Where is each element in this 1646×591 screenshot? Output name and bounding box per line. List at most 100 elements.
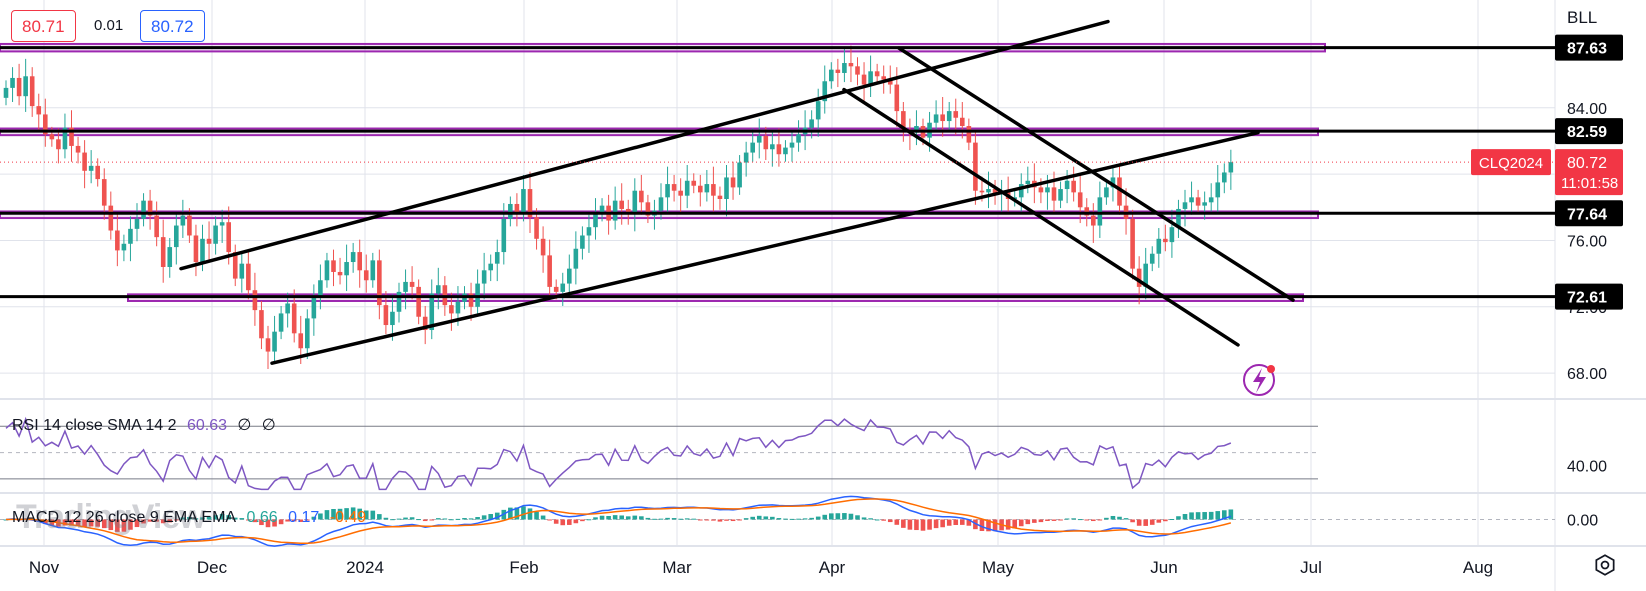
candle-body (436, 285, 441, 294)
macd-histogram-bar (540, 515, 546, 520)
macd-histogram-bar (586, 519, 592, 521)
macd-histogram-bar (436, 518, 441, 520)
candle-body (645, 202, 651, 216)
candle-body (756, 135, 762, 143)
macd-histogram-bar (1005, 519, 1011, 530)
macd-histogram-bar (704, 519, 710, 521)
candle-body (488, 263, 493, 271)
macd-histogram-bar (809, 517, 814, 520)
candle-body (946, 111, 952, 122)
macd-histogram-bar (246, 519, 251, 521)
candle-body (1058, 189, 1063, 201)
macd-histogram-bar (907, 519, 913, 530)
candle-body (796, 134, 801, 143)
candle-body (573, 248, 579, 269)
macd-histogram-bar (691, 518, 697, 520)
macd-histogram-bar (874, 519, 880, 521)
macd-histogram-bar (842, 513, 847, 520)
candle-body (154, 215, 159, 238)
macd-histogram-bar (979, 519, 985, 531)
candle-body (318, 280, 323, 297)
candle-body (29, 76, 35, 107)
candle-body (842, 63, 847, 73)
ask-price-box[interactable]: 80.72 (140, 10, 205, 42)
macd-histogram-bar (1104, 517, 1109, 520)
macd-histogram-bar (449, 519, 454, 521)
candle-body (1215, 182, 1221, 198)
candle-body (763, 135, 769, 150)
lightning-alert-icon (1243, 364, 1275, 396)
candle-body (540, 238, 546, 256)
bid-price-box[interactable]: 80.71 (11, 10, 76, 42)
macd-histogram-bar (115, 519, 120, 532)
macd-histogram-bar (1018, 519, 1024, 527)
rsi-legend-value: 60.63 (186, 417, 228, 434)
candle-body (737, 162, 742, 188)
symbol-tag: CLQ2024 (1479, 155, 1543, 172)
macd-histogram-bar (743, 518, 749, 520)
rsi-legend[interactable]: RSI 14 close SMA 14 2 60.63 ∅ ∅ (12, 415, 282, 435)
lightning-bolt-icon (1253, 368, 1266, 393)
macd-histogram-bar (1189, 512, 1194, 520)
macd-histogram-bar (737, 519, 742, 521)
candle-body (1130, 218, 1135, 269)
macd-histogram-bar (1058, 519, 1063, 521)
macd-histogram-bar (252, 519, 258, 523)
macd-histogram-bar (259, 519, 264, 526)
candle-body (1084, 207, 1090, 216)
time-axis-label-dec: Dec (197, 558, 228, 577)
candle-body (246, 263, 251, 291)
macd-histogram-bar (1163, 519, 1168, 522)
macd-histogram-bar (783, 518, 788, 520)
macd-histogram-bar (154, 519, 159, 522)
settings-gear-icon[interactable] (1592, 552, 1618, 578)
macd-histogram-bar (1202, 512, 1207, 520)
candle-body (455, 301, 461, 314)
macd-histogram-bar (1130, 519, 1135, 523)
level-tag-bg (1555, 118, 1623, 145)
candle-body (750, 142, 755, 153)
rsi-legend-extra-2: ∅ (261, 417, 276, 434)
macd-histogram-bar (69, 519, 74, 526)
macd-histogram-bar (1091, 519, 1096, 522)
macd-histogram-bar (488, 514, 493, 520)
macd-histogram-bar (167, 519, 173, 523)
candle-body (887, 79, 893, 85)
macd-histogram-bar (344, 508, 349, 520)
candle-body (422, 316, 428, 331)
trend-line-3 (842, 87, 1240, 347)
macd-legend[interactable]: MACD 12 26 close 9 EMA EMA 0.66 0.17 -0.… (12, 509, 372, 527)
macd-histogram-bar (1117, 516, 1122, 520)
candle-body (23, 76, 28, 97)
macd-legend-macd: 0.17 (288, 509, 320, 526)
macd-histogram-bar (305, 519, 310, 521)
candle-body (49, 134, 55, 140)
rsi-line (5, 416, 1232, 491)
candle-body (1156, 238, 1162, 254)
trend-line-0 (179, 19, 1110, 271)
candle-body (1222, 172, 1227, 183)
macd-histogram-bar (730, 519, 736, 522)
candle-body (43, 114, 48, 135)
candle-body (174, 225, 179, 248)
macd-histogram-bar (147, 519, 153, 522)
scale-mode-label[interactable]: BLL (1567, 8, 1598, 27)
macd-histogram-bar (3, 519, 9, 521)
macd-histogram-bar (370, 510, 376, 520)
price-axis-label: 68.00 (1567, 366, 1607, 383)
macd-histogram-bar (232, 517, 238, 520)
candle-body (101, 179, 107, 206)
candle-body (147, 200, 153, 216)
macd-histogram-bar (711, 519, 716, 521)
candle-body (914, 126, 919, 133)
macd-histogram-bar (311, 516, 317, 520)
macd-histogram-bar (619, 515, 624, 520)
candle-body (1045, 187, 1050, 193)
macd-histogram-bar (678, 518, 683, 520)
tradingview-watermark: TradingView (16, 498, 206, 536)
macd-histogram-bar (671, 518, 677, 520)
candle-body (1104, 187, 1109, 198)
candle-body (36, 106, 42, 115)
macd-histogram-bar (1064, 518, 1070, 520)
